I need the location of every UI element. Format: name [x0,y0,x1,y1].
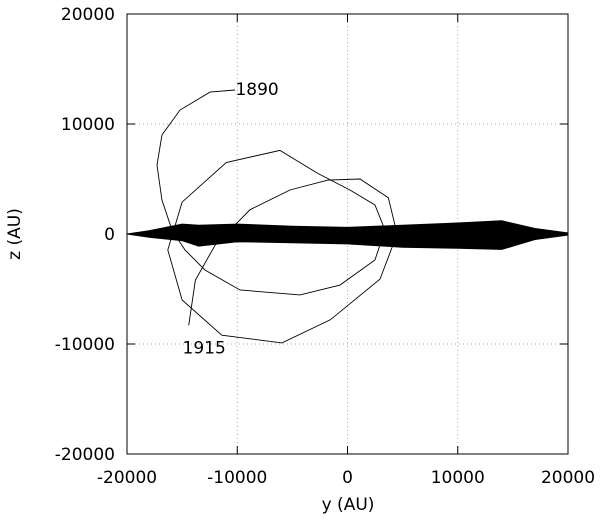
annotation: 1890 [235,80,278,100]
y-tick-label: 10000 [61,115,115,135]
y-axis-label: z (AU) [5,208,25,260]
orbit-line [156,89,398,344]
y-tick-label: -20000 [55,445,115,465]
x-axis-label: y (AU) [322,495,375,515]
y-tick-label: 20000 [61,5,115,25]
x-tick-label: 20000 [541,468,595,488]
plot-frame [126,13,569,455]
x-tick-label: 0 [342,468,353,488]
disk-band [126,220,569,250]
y-tick-label: -10000 [55,335,115,355]
x-tick-label: -20000 [97,468,157,488]
y-tick-label: 0 [104,225,115,245]
x-tick-label: 10000 [431,468,485,488]
annotation: 1915 [183,338,226,358]
x-tick-label: -10000 [207,468,267,488]
